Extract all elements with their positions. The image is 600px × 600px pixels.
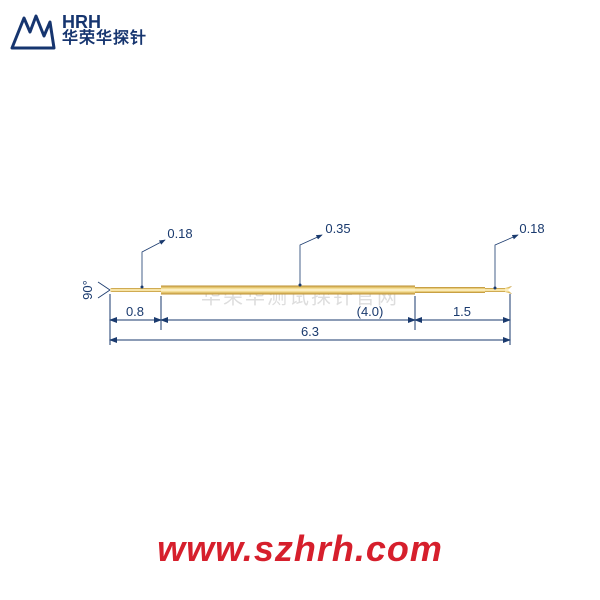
tip-angle: 90° [80,280,110,300]
logo-abbr: HRH [62,13,147,31]
diameter-callouts: 0.18 0.35 0.18 [141,221,545,290]
dim-right-dia: 0.18 [519,221,544,236]
dim-total-len: 6.3 [301,324,319,339]
segment-dims: 0.8 (4.0) 1.5 [110,304,510,320]
logo: HRH 华荣华探针 [10,10,147,50]
website-url: www.szhrh.com [0,528,600,570]
dim-seg-mid: (4.0) [357,304,384,319]
probe-body [110,286,512,295]
dim-seg-right: 1.5 [453,304,471,319]
dim-seg-left: 0.8 [126,304,144,319]
total-dim: 6.3 [110,324,510,340]
dim-left-dia: 0.18 [167,226,192,241]
logo-company: 华荣华探针 [62,31,147,47]
logo-icon [10,10,56,50]
dim-tip-angle: 90° [80,280,95,300]
logo-text: HRH 华荣华探针 [62,13,147,47]
probe-diagram: 0.18 0.35 0.18 90° 0.8 (4.0) 1.5 6.3 [50,180,550,380]
dim-body-dia: 0.35 [325,221,350,236]
